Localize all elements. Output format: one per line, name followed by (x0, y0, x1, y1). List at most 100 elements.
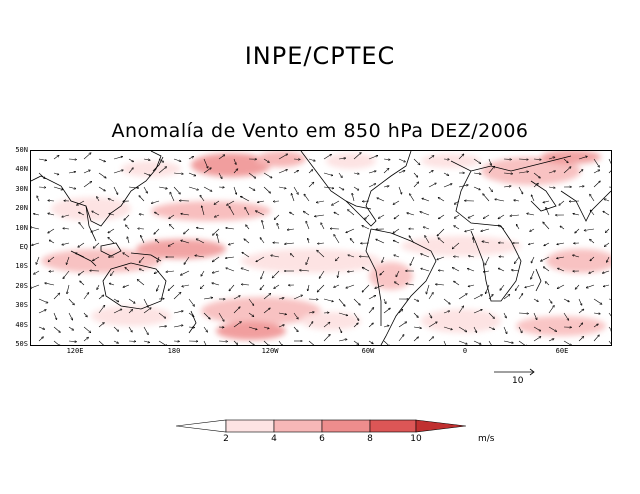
coastline-indochina (85, 205, 97, 242)
wind-vector-57 (308, 170, 313, 174)
coastline-south-america (365, 228, 437, 345)
wind-vector-106 (458, 185, 468, 188)
wind-vector-21 (353, 153, 361, 160)
wind-vector-426 (578, 298, 582, 305)
wind-vector-166 (181, 214, 190, 216)
wind-vector-1 (53, 155, 59, 160)
wind-vector-271 (590, 239, 595, 244)
wind-vector-314 (63, 270, 70, 279)
shading-patch-n-america (326, 153, 376, 169)
wind-vector-192 (573, 214, 580, 216)
wind-vector-397 (143, 298, 148, 307)
wind-vector-82 (98, 186, 105, 191)
wind-vector-135 (304, 194, 310, 202)
shading-patch-n-pacific-east (256, 151, 306, 167)
coastline-japan (152, 156, 164, 172)
lat-label-30s: 30S (15, 301, 28, 309)
wind-vector-12 (218, 155, 225, 160)
wind-vector-155 (604, 199, 610, 202)
wind-vector-365 (241, 284, 250, 285)
wind-vector-338 (421, 268, 430, 272)
wind-vector-229 (543, 222, 550, 230)
wind-vector-528 (353, 340, 359, 345)
wind-vector-396 (128, 298, 135, 303)
wind-vector-359 (157, 284, 160, 291)
wind-vector-346 (543, 267, 550, 272)
wind-vector-360 (168, 284, 175, 291)
wind-vector-431 (68, 312, 73, 320)
wind-vector-384 (525, 284, 535, 288)
wind-vector-410 (338, 298, 345, 306)
wind-vector-441 (218, 312, 224, 321)
wind-vector-150 (531, 195, 535, 202)
wind-vector-16 (278, 154, 288, 160)
wind-vector-474 (128, 326, 132, 332)
wind-vector-487 (323, 322, 330, 328)
wind-vector-336 (396, 270, 400, 277)
wind-vector-289 (271, 255, 280, 258)
coastline-new-zealand (188, 310, 197, 334)
wind-vector-297 (394, 255, 400, 258)
wind-vector-515 (158, 340, 167, 345)
coastlines (31, 151, 611, 345)
wind-vector-4 (98, 158, 106, 162)
wind-vector-100 (368, 184, 376, 188)
wind-vector-37 (593, 158, 599, 167)
wind-vector-222 (437, 228, 445, 236)
lon-label-60w: 60W (361, 347, 375, 355)
wind-vector-452 (383, 308, 390, 314)
wind-vector-216 (346, 228, 355, 233)
wind-vector-403 (233, 296, 240, 300)
wind-vector-213 (306, 221, 310, 230)
reference-vector-head (529, 368, 535, 376)
wind-vector-260 (425, 236, 430, 244)
coastline-madagascar (535, 268, 542, 292)
wind-vector-457 (458, 306, 464, 314)
wind-vector-259 (409, 236, 415, 244)
wind-vector-116 (608, 186, 611, 188)
wind-vector-333 (347, 271, 355, 272)
wind-vector-463 (548, 305, 554, 314)
wind-vector-3 (83, 153, 91, 160)
wind-vector-362 (200, 284, 205, 289)
wind-vector-466 (593, 313, 600, 314)
wind-vector-18 (308, 158, 315, 161)
wind-vector-198 (79, 222, 85, 230)
wind-vector-48 (173, 173, 183, 174)
wind-vector-264 (482, 241, 490, 244)
wind-vector-132 (257, 200, 265, 202)
wind-vector-81 (83, 181, 92, 188)
wind-vector-537 (488, 340, 492, 345)
wind-vector-93 (263, 186, 271, 193)
shading-patch-s-pacific (201, 297, 321, 325)
wind-vector-157 (48, 213, 55, 216)
wind-vector-99 (353, 186, 359, 190)
wind-vector-249 (260, 238, 265, 244)
wind-vector-499 (503, 326, 507, 334)
wind-vector-461 (518, 313, 529, 314)
colorbar-segment-8-10 (369, 419, 417, 433)
wind-vector-2 (68, 159, 77, 160)
wind-vector-269 (557, 242, 565, 244)
wind-vector-209 (246, 225, 250, 230)
wind-vector-86 (158, 186, 167, 189)
wind-vector-204 (169, 224, 175, 230)
wind-vector-163 (139, 214, 145, 215)
wind-vector-495 (443, 326, 452, 330)
wind-vector-482 (248, 326, 257, 330)
wind-vector-190 (546, 207, 550, 216)
wind-vector-251 (285, 243, 295, 244)
wind-vector-125 (151, 200, 160, 203)
wind-vector-221 (423, 227, 430, 230)
wind-vector-366 (260, 284, 265, 290)
wind-vector-240 (127, 237, 130, 244)
wind-vector-35 (563, 158, 568, 163)
wind-vector-274 (48, 256, 55, 262)
wind-vector-440 (203, 312, 210, 319)
wind-vector-542 (563, 340, 572, 345)
wind-vector-224 (465, 228, 475, 232)
wind-vector-447 (308, 312, 314, 313)
coastline-australia (102, 262, 167, 310)
wind-vector-386 (557, 284, 565, 289)
wind-vector-273 (36, 256, 40, 264)
